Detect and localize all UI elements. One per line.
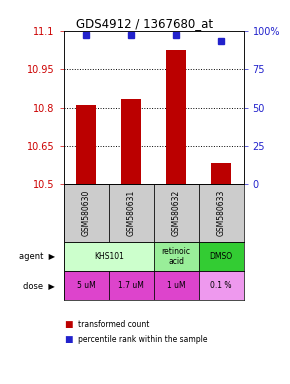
- Bar: [64, 184, 109, 242]
- Text: agent  ▶: agent ▶: [19, 252, 55, 261]
- Text: ■: ■: [64, 335, 72, 344]
- Bar: [199, 271, 244, 300]
- Bar: [166, 50, 186, 184]
- Bar: [76, 105, 96, 184]
- Text: transformed count: transformed count: [78, 320, 150, 329]
- Text: GDS4912 / 1367680_at: GDS4912 / 1367680_at: [77, 17, 213, 30]
- Text: GSM580630: GSM580630: [82, 190, 91, 236]
- Bar: [109, 184, 154, 242]
- Text: 5 uM: 5 uM: [77, 281, 96, 290]
- Text: 1.7 uM: 1.7 uM: [118, 281, 144, 290]
- Bar: [64, 242, 154, 271]
- Bar: [211, 162, 231, 184]
- Text: GSM580633: GSM580633: [217, 190, 226, 236]
- Text: dose  ▶: dose ▶: [23, 281, 55, 290]
- Text: 0.1 %: 0.1 %: [210, 281, 232, 290]
- Bar: [154, 184, 199, 242]
- Text: KHS101: KHS101: [94, 252, 124, 261]
- Bar: [199, 242, 244, 271]
- Text: GSM580631: GSM580631: [127, 190, 136, 236]
- Text: percentile rank within the sample: percentile rank within the sample: [78, 335, 208, 344]
- Text: 1 uM: 1 uM: [167, 281, 186, 290]
- Bar: [199, 184, 244, 242]
- Bar: [64, 271, 109, 300]
- Bar: [121, 99, 141, 184]
- Text: ■: ■: [64, 320, 72, 329]
- Bar: [154, 242, 199, 271]
- Bar: [109, 271, 154, 300]
- Bar: [154, 271, 199, 300]
- Text: DMSO: DMSO: [210, 252, 233, 261]
- Text: GSM580632: GSM580632: [172, 190, 181, 236]
- Text: retinoic
acid: retinoic acid: [162, 247, 191, 266]
